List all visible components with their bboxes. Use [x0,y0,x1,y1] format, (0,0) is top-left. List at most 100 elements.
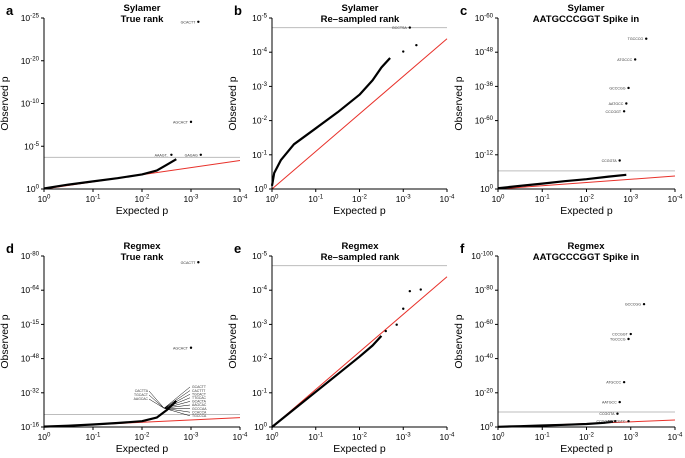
x-tick-label: 100 [492,194,505,205]
x-tick-label: 10-4 [440,432,456,443]
y-tick-label: 10-5 [252,13,268,24]
chart-title: Regmex [568,241,606,252]
x-tick-label: 10-3 [184,194,200,205]
data-point [419,288,422,291]
observed-points [43,158,177,190]
panel-letter: b [234,3,242,18]
y-tick-label: 10-2 [252,115,268,126]
data-point [614,419,617,423]
x-tick-label: 10-4 [233,194,249,205]
callout-line [163,401,191,409]
callout-label: GCACTA [192,400,207,404]
x-tick-label: 10-3 [623,194,639,205]
callout-line [163,407,191,417]
data-point [197,261,200,264]
data-point [189,120,193,124]
point-label: AAAGT.. [155,153,169,157]
callout-label: AAGCAC [134,397,149,401]
data-point [618,400,621,404]
point-label: GAGAG [185,153,198,157]
y-tick-label: 100 [480,422,493,433]
y-axis-label: Observed p [453,314,465,368]
point-label: CCGGTA [602,159,618,163]
x-tick-label: 10-3 [396,432,412,443]
y-tick-label: 100 [254,184,267,195]
x-tick-label: 10-3 [184,432,200,443]
point-label: AGCACT [173,120,189,124]
data-point [642,302,646,306]
point-label: GCCCGG [625,303,641,307]
x-tick-label: 10-1 [308,432,324,443]
expected-line [271,276,448,428]
x-tick-label: 10-2 [579,432,595,443]
y-tick-label: 10-10 [21,98,40,109]
y-tick-label: 10-4 [252,47,268,58]
callout-label: CCACCA [192,410,207,414]
expected-line [271,38,448,190]
panel-letter: a [6,3,14,18]
callout-line [148,394,165,409]
data-point [170,153,173,156]
callout-line [164,407,191,413]
y-tick-label: 10-4 [252,285,268,296]
y-tick-label: 10-3 [252,319,268,330]
point-label: GCCCGG [609,86,625,90]
data-point [408,26,412,29]
data-point [645,37,648,40]
x-axis-label: Expected p [116,443,169,455]
point-label: GCCTSA [392,26,408,30]
data-point [627,337,630,341]
observed-points [43,400,178,428]
panel-letter: e [234,241,241,256]
x-tick-label: 10-4 [440,194,456,205]
x-tick-label: 10-4 [668,194,684,205]
y-axis-label: Observed p [453,76,465,130]
point-label: AATGCC [609,102,624,106]
data-point [402,50,405,53]
observed-points [497,420,614,428]
chart-title: Regmex [342,241,380,252]
data-point [197,20,200,23]
x-tick-label: 10-2 [135,194,151,205]
data-point [415,43,418,47]
callout-label: GCCCAA [192,407,207,411]
point-label: GCACTT [181,20,197,24]
x-tick-label: 100 [492,432,505,443]
point-label: TGCCCG [628,37,644,41]
y-tick-label: 10-1 [252,387,268,398]
x-tick-label: 100 [38,432,51,443]
y-tick-label: 10-80 [21,251,40,262]
callout-line [163,386,191,409]
x-tick-label: 10-1 [86,194,102,205]
x-axis-label: Expected p [560,443,613,455]
y-axis-label: Observed p [227,76,239,130]
data-point [633,58,637,61]
chart-title: Re–sampled rank [321,252,400,263]
x-tick-label: 10-1 [535,432,551,443]
y-tick-label: 10-60 [475,115,494,126]
x-tick-label: 10-2 [135,432,151,443]
point-label: AATGCC [602,401,617,405]
point-label: CCCGGT [612,333,628,337]
x-tick-label: 10-4 [233,432,249,443]
data-point [625,102,628,105]
panel-letter: c [460,3,467,18]
y-tick-label: 10-12 [475,149,494,160]
callout-label: GCACTT [192,385,206,389]
y-tick-label: 10-15 [21,319,40,330]
data-point [395,323,398,326]
x-axis-label: Expected p [333,205,386,217]
point-label: GCACTT [181,261,197,265]
x-axis-label: Expected p [560,205,613,217]
chart-title: Sylamer [342,3,379,14]
callout-line [163,390,191,409]
y-tick-label: 100 [480,184,493,195]
data-point [629,332,632,336]
y-tick-label: 10-5 [24,141,40,152]
